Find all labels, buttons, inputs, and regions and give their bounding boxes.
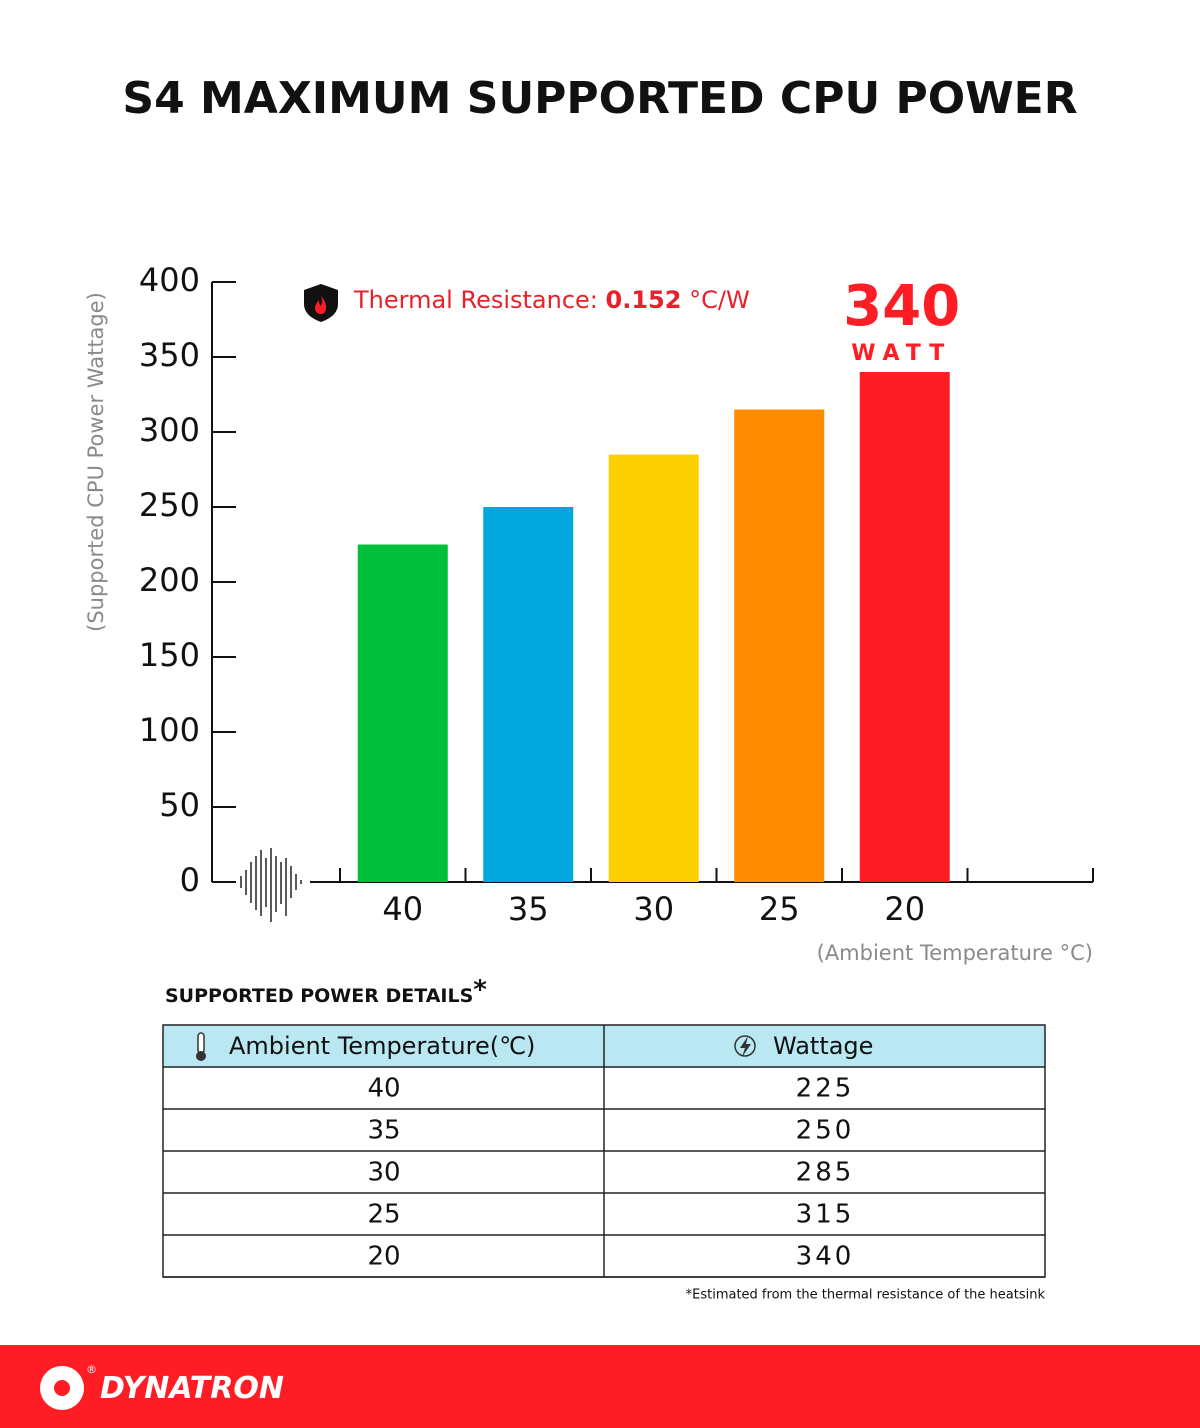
y-tick-label: 100 [139,711,200,749]
table-cell: 285 [796,1158,855,1188]
bar [608,454,699,882]
annotation-label: Thermal Resistance: [353,286,598,314]
brand-name: DYNATRON [100,1371,284,1406]
y-tick-label: 150 [139,636,200,674]
table-cell: 250 [796,1116,855,1146]
brand: DYNATRON [100,1371,284,1406]
y-tick-label: 350 [139,336,200,374]
annotation: Thermal Resistance: 0.152 °C/W [353,286,750,314]
table-cell: 340 [796,1242,855,1272]
x-tick-label: 40 [382,890,423,928]
chart-title: S4 MAXIMUM SUPPORTED CPU POWER [122,73,1077,124]
table-cell: 35 [367,1116,400,1146]
value-label: 340 [843,274,960,339]
annotation-value: 0.152 [606,286,682,314]
bar [483,507,574,882]
bar [734,409,825,882]
y-tick-label: 50 [159,786,200,824]
y-tick-label: 250 [139,486,200,524]
table-cell: 40 [367,1074,400,1104]
x-axis-label: (Ambient Temperature °C) [817,941,1093,965]
x-tick-label: 35 [508,890,549,928]
table-cell: 315 [796,1200,855,1230]
table-title-mark: * [473,975,487,1005]
x-tick-label: 25 [759,890,800,928]
value-unit: WATT [851,341,952,366]
wave-icon [240,848,302,922]
x-tick-label: 30 [633,890,674,928]
y-tick-label: 300 [139,411,200,449]
table-title: SUPPORTED POWER DETAILS* [165,975,487,1007]
y-axis-label: (Supported CPU Power Wattage) [84,292,108,632]
table-header: Wattage [773,1032,873,1060]
bar [357,544,448,882]
x-tick-label: 20 [884,890,925,928]
y-tick-label: 200 [139,561,200,599]
lightning-icon [734,1035,756,1057]
table-cell: 20 [367,1242,400,1272]
y-tick-label: 400 [139,261,200,299]
table-cell: 30 [367,1158,400,1188]
footnote: *Estimated from the thermal resistance o… [686,1288,1046,1303]
thermometer-icon [196,1032,206,1061]
table-header: Ambient Temperature(℃) [229,1032,535,1060]
table-title-text: SUPPORTED POWER DETAILS [165,985,473,1007]
logo [40,1366,84,1410]
annotation-unit: °C/W [689,286,750,314]
shield-icon [304,284,338,322]
table-cell: 225 [796,1074,855,1104]
footer-band [0,1345,1200,1428]
bar [859,372,950,882]
y-tick-label: 0 [180,861,200,899]
brand-mark: ® [86,1363,97,1376]
table-cell: 25 [367,1200,400,1230]
